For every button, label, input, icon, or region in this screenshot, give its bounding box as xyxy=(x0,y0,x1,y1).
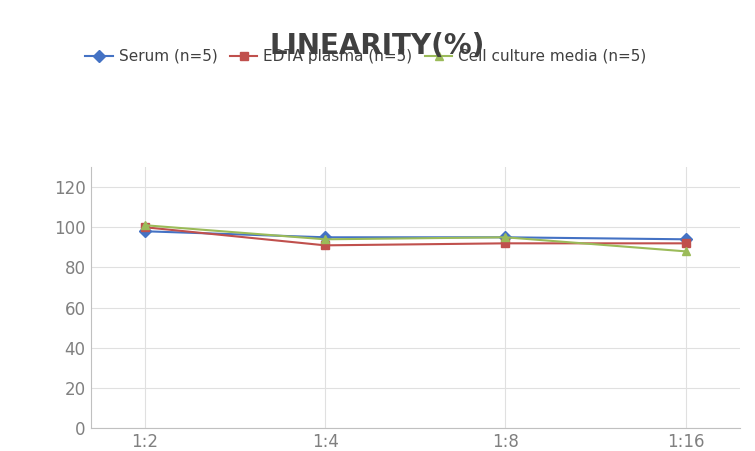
Cell culture media (n=5) xyxy=(681,249,690,254)
Serum (n=5) xyxy=(681,237,690,242)
Line: EDTA plasma (n=5): EDTA plasma (n=5) xyxy=(140,223,690,249)
Cell culture media (n=5) xyxy=(501,235,510,240)
Cell culture media (n=5) xyxy=(140,222,149,228)
Legend: Serum (n=5), EDTA plasma (n=5), Cell culture media (n=5): Serum (n=5), EDTA plasma (n=5), Cell cul… xyxy=(85,49,646,64)
Serum (n=5) xyxy=(501,235,510,240)
Serum (n=5) xyxy=(140,229,149,234)
EDTA plasma (n=5) xyxy=(501,241,510,246)
Text: LINEARITY(%): LINEARITY(%) xyxy=(270,32,485,60)
EDTA plasma (n=5) xyxy=(321,243,330,248)
Line: Cell culture media (n=5): Cell culture media (n=5) xyxy=(140,221,690,256)
Line: Serum (n=5): Serum (n=5) xyxy=(140,227,690,244)
EDTA plasma (n=5) xyxy=(681,241,690,246)
Serum (n=5) xyxy=(321,235,330,240)
EDTA plasma (n=5) xyxy=(140,225,149,230)
Cell culture media (n=5) xyxy=(321,237,330,242)
